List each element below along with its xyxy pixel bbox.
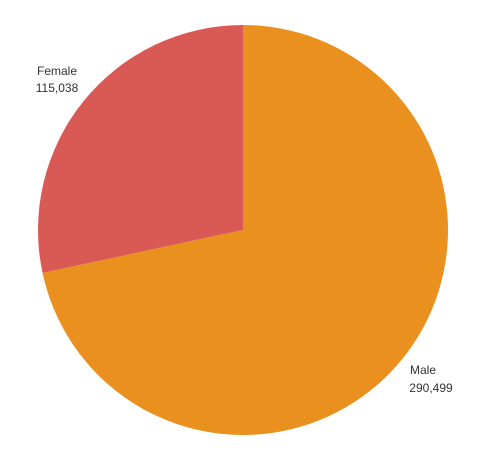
slice-label-male-value: 290,499 — [409, 381, 453, 395]
pie-slice-male[interactable] — [42, 25, 449, 436]
pie-slice-female[interactable] — [37, 25, 244, 274]
slice-label-female-value: 115,038 — [36, 81, 79, 95]
slice-labels: Female 115,038 Male 290,499 — [36, 64, 453, 395]
slice-label-female-name: Female — [37, 64, 77, 78]
slice-label-male-name: Male — [410, 363, 436, 377]
pie-slices — [37, 25, 449, 436]
